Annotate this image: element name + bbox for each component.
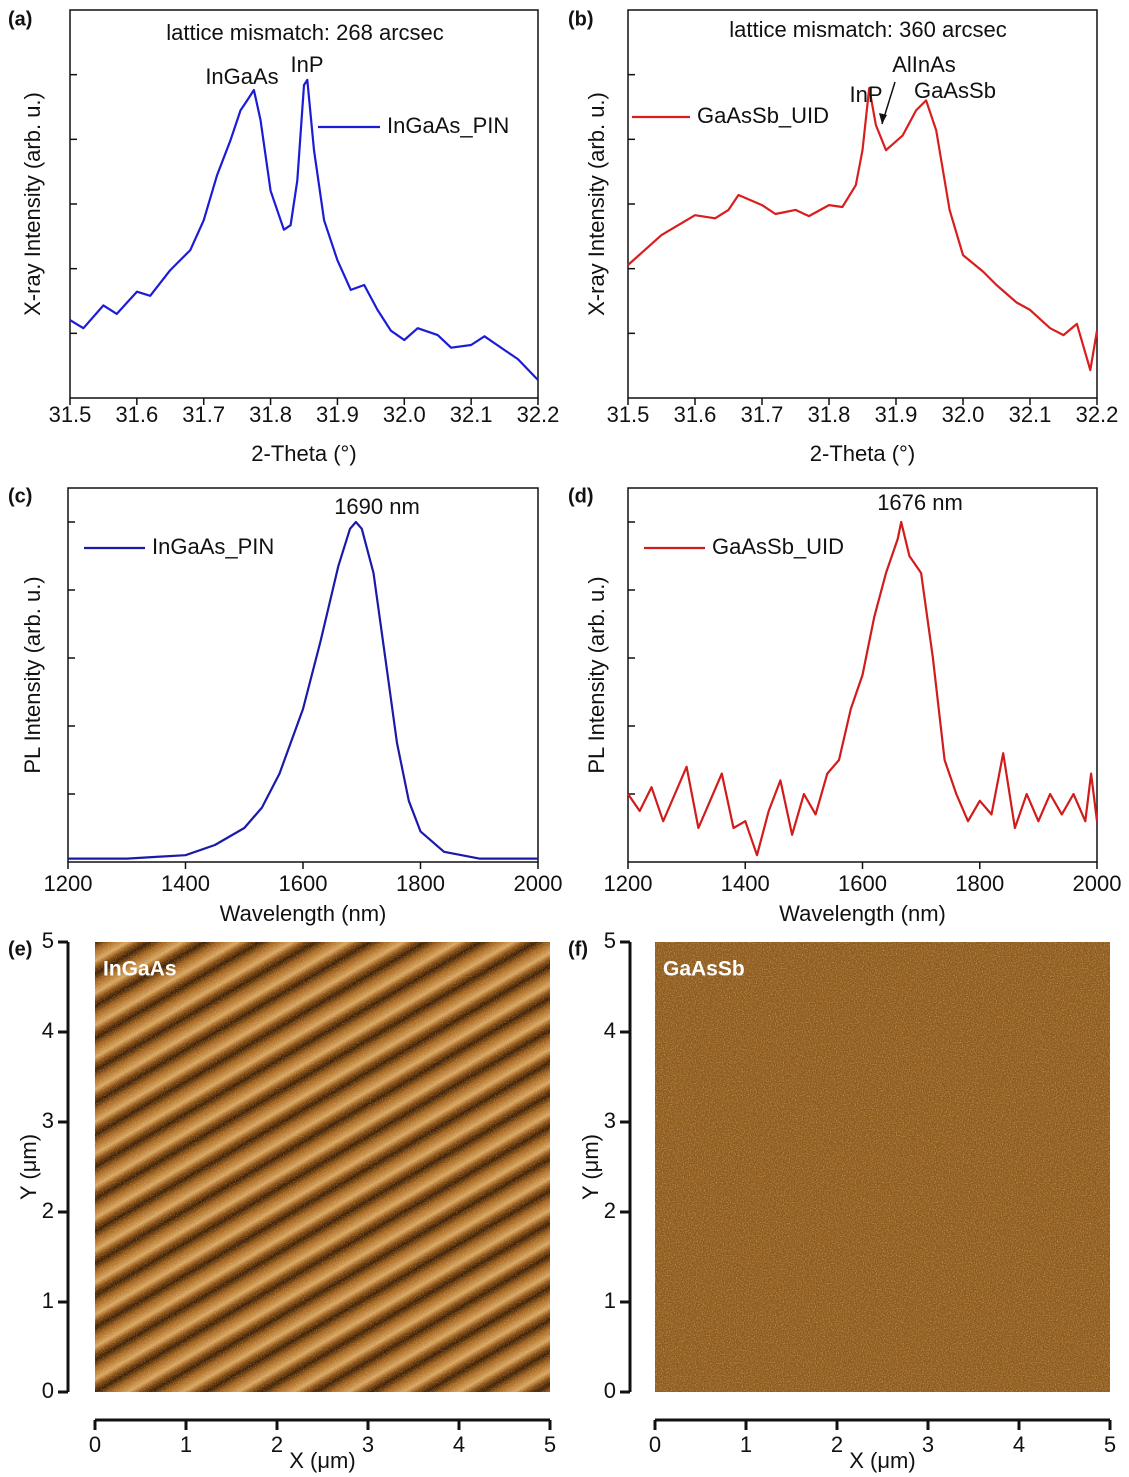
x-tick-label: 1400	[721, 871, 770, 896]
x-axis-label: X (μm)	[289, 1448, 355, 1473]
x-tick-label: 1600	[838, 871, 887, 896]
panel-label: (a)	[8, 8, 32, 30]
afm-noise	[95, 942, 550, 1392]
plot-frame	[627, 9, 1098, 399]
y-tick-label: 3	[604, 1108, 616, 1133]
panel-label: (c)	[8, 485, 32, 507]
y-axis-label: PL Intensity (arb. u.)	[20, 576, 45, 773]
annotation: lattice mismatch: 360 arcsec	[729, 17, 1007, 42]
y-tick-label: 4	[42, 1018, 54, 1043]
panel-label: (f)	[568, 938, 588, 960]
image-label: InGaAs	[103, 958, 177, 981]
y-tick-label: 4	[604, 1018, 616, 1043]
arrow-head	[879, 113, 887, 124]
x-axis-label: 2-Theta (°)	[251, 441, 356, 466]
afm-particle	[323, 1463, 337, 1477]
x-tick-label: 31.8	[249, 402, 292, 427]
x-tick-label: 32.1	[1009, 402, 1052, 427]
x-tick-label: 1800	[396, 871, 445, 896]
y-tick-label: 3	[42, 1108, 54, 1133]
x-tick-label: 5	[544, 1432, 556, 1457]
y-axis-label: X-ray Intensity (arb. u.)	[584, 92, 609, 316]
x-tick-label: 31.6	[674, 402, 717, 427]
x-tick-label: 31.9	[316, 402, 359, 427]
y-tick-label: 5	[42, 928, 54, 953]
annotation: InP	[849, 82, 882, 107]
x-tick-label: 3	[362, 1432, 374, 1457]
data-line	[69, 78, 539, 381]
x-tick-label: 2000	[514, 871, 563, 896]
x-tick-label: 31.9	[875, 402, 918, 427]
y-tick-label: 2	[42, 1198, 54, 1223]
panel-label: (b)	[568, 8, 594, 30]
x-tick-label: 1800	[955, 871, 1004, 896]
x-tick-label: 32.0	[383, 402, 426, 427]
x-tick-label: 1400	[161, 871, 210, 896]
x-tick-label: 2	[831, 1432, 843, 1457]
plot-frame	[67, 487, 539, 863]
legend-label: InGaAs_PIN	[152, 534, 274, 559]
data-line	[627, 87, 1099, 372]
y-tick-label: 0	[42, 1378, 54, 1403]
annotation: InP	[290, 52, 323, 77]
y-axis-label: Y (μm)	[578, 1134, 603, 1200]
y-tick-label: 1	[42, 1288, 54, 1313]
x-tick-label: 32.1	[450, 402, 493, 427]
annotation: lattice mismatch: 268 arcsec	[166, 20, 444, 45]
y-axis-label: X-ray Intensity (arb. u.)	[20, 92, 45, 316]
y-tick-label: 2	[604, 1198, 616, 1223]
x-tick-label: 31.5	[49, 402, 92, 427]
x-tick-label: 1	[180, 1432, 192, 1457]
annotation: GaAsSb	[914, 78, 996, 103]
x-tick-label: 0	[649, 1432, 661, 1457]
legend-label: InGaAs_PIN	[387, 113, 509, 138]
x-tick-label: 2	[271, 1432, 283, 1457]
y-tick-label: 5	[604, 928, 616, 953]
x-tick-label: 1	[740, 1432, 752, 1457]
x-tick-label: 0	[89, 1432, 101, 1457]
afm-noise-dark	[655, 942, 1110, 1392]
x-tick-label: 4	[1013, 1432, 1025, 1457]
legend-label: GaAsSb_UID	[712, 534, 844, 559]
annotation: InGaAs	[205, 64, 278, 89]
x-tick-label: 1200	[44, 871, 93, 896]
x-axis-label: X (μm)	[849, 1448, 915, 1473]
x-tick-label: 32.2	[517, 402, 560, 427]
x-tick-label: 31.7	[741, 402, 784, 427]
x-tick-label: 31.5	[607, 402, 650, 427]
x-tick-label: 31.6	[115, 402, 158, 427]
legend-label: GaAsSb_UID	[697, 103, 829, 128]
y-axis-label: Y (μm)	[16, 1134, 41, 1200]
panel-label: (d)	[568, 485, 594, 507]
x-tick-label: 2000	[1073, 871, 1122, 896]
y-axis-label: PL Intensity (arb. u.)	[584, 576, 609, 773]
x-tick-label: 1600	[279, 871, 328, 896]
x-tick-label: 1200	[604, 871, 653, 896]
y-tick-label: 0	[604, 1378, 616, 1403]
x-tick-label: 3	[922, 1432, 934, 1457]
x-tick-label: 31.8	[808, 402, 851, 427]
annotation: 1676 nm	[877, 490, 963, 515]
x-tick-label: 5	[1104, 1432, 1116, 1457]
panel-label: (e)	[8, 938, 32, 960]
x-axis-label: Wavelength (nm)	[220, 901, 387, 926]
image-label: GaAsSb	[663, 958, 745, 981]
x-tick-label: 32.0	[942, 402, 985, 427]
data-line	[68, 520, 538, 860]
annotation: AlInAs	[892, 52, 956, 77]
annotation: 1690 nm	[334, 494, 420, 519]
x-axis-label: Wavelength (nm)	[779, 901, 946, 926]
x-tick-label: 32.2	[1076, 402, 1119, 427]
x-tick-label: 31.7	[182, 402, 225, 427]
data-line	[627, 520, 1099, 857]
x-tick-label: 4	[453, 1432, 465, 1457]
x-axis-label: 2-Theta (°)	[810, 441, 915, 466]
y-tick-label: 1	[604, 1288, 616, 1313]
